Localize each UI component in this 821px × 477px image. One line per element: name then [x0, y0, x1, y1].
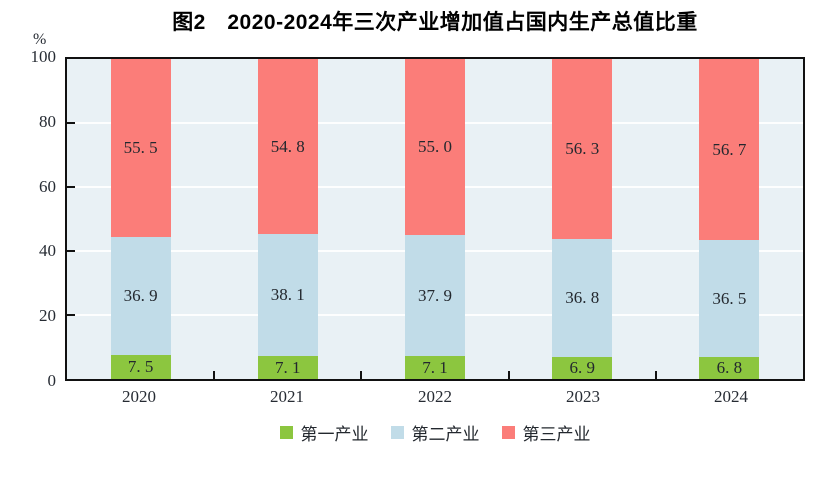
- legend-label: 第三产业: [522, 425, 591, 444]
- bar-value-label: 7. 1: [422, 357, 448, 377]
- bar-value-label: 36. 5: [712, 288, 747, 308]
- bar-value-label: 7. 1: [275, 357, 301, 377]
- bar-value-label: 38. 1: [270, 285, 305, 305]
- y-tick-mark: [67, 186, 75, 188]
- bar-value-label: 7. 5: [127, 357, 154, 376]
- bar-value-label: 56. 3: [565, 139, 600, 159]
- x-tick-label: 2020: [122, 387, 156, 406]
- legend-swatch: [279, 426, 293, 439]
- stacked-bar-2024: 6. 8 36. 5 56. 7: [699, 59, 760, 379]
- category-boundary-tick: [213, 371, 216, 379]
- x-tick-label: 2024: [714, 387, 748, 406]
- x-tick-label: 2021: [270, 387, 304, 406]
- y-tick-label: 100: [30, 47, 57, 66]
- stacked-bar-2022: 7. 1 37. 9 55. 0: [405, 59, 465, 379]
- y-tick-mark: [67, 122, 75, 124]
- chart-title: 图2 2020-2024年三次产业增加值占国内生产总值比重: [172, 11, 698, 34]
- bar-segment: 36. 9: [110, 236, 171, 355]
- y-tick-label: 0: [47, 371, 57, 390]
- bar-value-label: 6. 9: [569, 357, 595, 377]
- bar-segment: 56. 3: [552, 59, 613, 240]
- bar-segment: 56. 7: [699, 59, 760, 241]
- bar-segment: 6. 8: [699, 357, 760, 379]
- bar-segment: 7. 1: [257, 356, 318, 379]
- bar-segment: 36. 8: [552, 239, 613, 357]
- y-tick-label: 60: [39, 176, 56, 196]
- bar-segment: 55. 5: [110, 59, 171, 237]
- legend-label: 第一产业: [300, 425, 369, 444]
- y-tick-mark: [67, 250, 75, 252]
- y-tick-label: 20: [39, 306, 56, 326]
- bar-value-label: 37. 9: [418, 285, 452, 305]
- bar-segment: 55. 0: [405, 59, 465, 236]
- legend-swatch: [501, 426, 515, 439]
- bar-segment: 38. 1: [257, 234, 318, 357]
- category-boundary-tick: [360, 371, 363, 379]
- plot-area: 7. 5 36. 9 55. 5 7. 1 38. 1 54. 8 7. 1 37. 9 55.…: [65, 57, 805, 381]
- legend-item: 第二产业: [390, 420, 480, 445]
- y-tick-label: 80: [39, 111, 56, 131]
- legend-item: 第一产业: [279, 420, 369, 445]
- stacked-bar-2020: 7. 5 36. 9 55. 5: [110, 59, 171, 379]
- bar-value-label: 55. 5: [123, 137, 158, 157]
- bar-value-label: 36. 9: [123, 285, 158, 305]
- stacked-bar-2023: 6. 9 36. 8 56. 3: [552, 59, 613, 379]
- legend-swatch: [390, 426, 404, 439]
- legend-item: 第三产业: [501, 420, 591, 445]
- bar-segment: 36. 5: [699, 240, 760, 358]
- bar-value-label: 54. 8: [270, 136, 305, 156]
- stacked-bar-2021: 7. 1 38. 1 54. 8: [257, 59, 318, 379]
- bar-value-label: 55. 0: [418, 137, 452, 156]
- x-tick-label: 2023: [566, 387, 600, 406]
- legend-label: 第二产业: [411, 425, 480, 444]
- bar-segment: 6. 9: [552, 356, 613, 379]
- bar-value-label: 56. 7: [712, 139, 747, 159]
- bar-segment: 7. 1: [405, 356, 465, 379]
- legend: 第一产业 第二产业 第三产业: [65, 420, 805, 445]
- bar-segment: 7. 5: [110, 355, 171, 379]
- bar-segment: 37. 9: [405, 235, 465, 357]
- bar-value-label: 6. 8: [716, 358, 743, 378]
- bar-value-label: 36. 8: [565, 288, 600, 308]
- x-axis: 2020 2021 2022 2023 2024: [65, 387, 805, 407]
- y-tick-mark: [67, 314, 75, 316]
- x-tick-label: 2022: [418, 387, 452, 406]
- y-axis-unit-label: %: [33, 31, 47, 48]
- y-tick-label: 40: [39, 241, 56, 261]
- category-boundary-tick: [654, 371, 657, 379]
- bar-segment: 54. 8: [257, 59, 318, 235]
- category-boundary-tick: [507, 371, 510, 379]
- y-axis: 100 80 60 40 20 0: [0, 47, 57, 390]
